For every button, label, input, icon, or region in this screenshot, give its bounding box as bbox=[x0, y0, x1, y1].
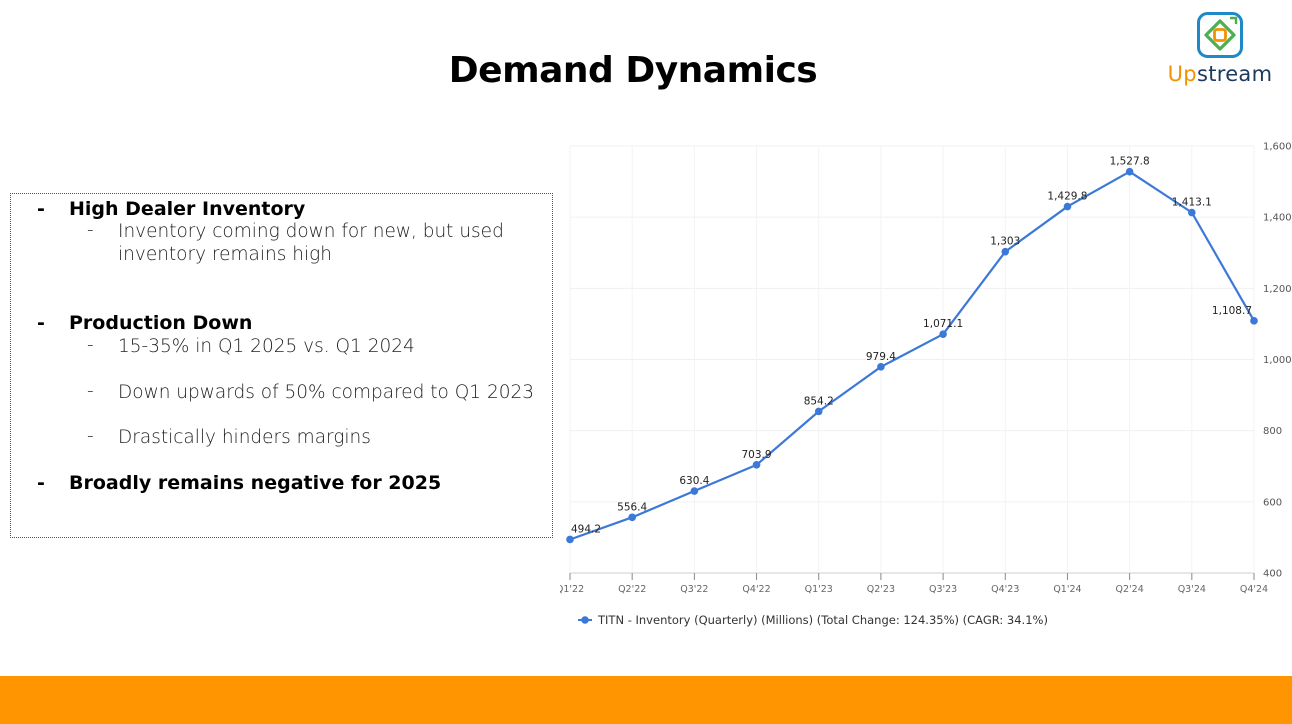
data-point bbox=[877, 363, 885, 371]
data-label: 703.9 bbox=[742, 449, 772, 461]
bullet-dash: - bbox=[87, 335, 94, 356]
bullet-dash: - bbox=[37, 312, 45, 334]
bullet-dash: - bbox=[37, 472, 45, 494]
data-point bbox=[690, 487, 699, 495]
data-label: 1,108.7 bbox=[1212, 305, 1252, 317]
upstream-logo-icon bbox=[1197, 12, 1243, 58]
data-label: 1,429.8 bbox=[1047, 191, 1087, 203]
y-tick-label: 1,200 bbox=[1263, 284, 1292, 295]
subbullet-text: Drastically hinders margins bbox=[118, 427, 371, 448]
bullet-dash: - bbox=[87, 426, 94, 447]
data-label: 854.2 bbox=[804, 395, 834, 407]
data-point bbox=[1063, 202, 1072, 211]
brand-wordmark: Upstream bbox=[1167, 62, 1273, 86]
subbullet-text: Down upwards of 50% compared to Q1 2023 bbox=[118, 382, 535, 403]
x-tick-label: Q3'22 bbox=[680, 584, 708, 595]
x-tick-label: Q1'24 bbox=[1053, 584, 1081, 595]
bullet-label: Broadly remains negative for 2025 bbox=[69, 472, 442, 494]
x-tick-label: Q2'22 bbox=[618, 584, 646, 595]
data-label: 630.4 bbox=[679, 475, 709, 487]
data-point bbox=[566, 535, 574, 544]
brand-logo: Upstream bbox=[1160, 10, 1280, 92]
data-label: 1,303 bbox=[990, 236, 1020, 248]
series-line bbox=[569, 170, 1255, 541]
x-tick-label: Q1'23 bbox=[805, 584, 833, 595]
y-tick-label: 800 bbox=[1263, 426, 1282, 437]
subbullet-text: Inventory coming down for new, but used … bbox=[118, 221, 504, 265]
y-tick-label: 1,600 bbox=[1263, 142, 1292, 153]
y-tick-label: 600 bbox=[1263, 497, 1282, 508]
data-point bbox=[1001, 247, 1010, 256]
data-point bbox=[939, 330, 947, 339]
bullet-dash: - bbox=[37, 198, 45, 220]
data-point bbox=[1188, 208, 1196, 217]
data-point bbox=[814, 407, 823, 416]
data-label: 1,071.1 bbox=[923, 318, 963, 330]
x-tick-label: Q2'23 bbox=[867, 584, 895, 595]
data-point bbox=[752, 461, 761, 469]
x-tick-label: Q3'24 bbox=[1178, 584, 1206, 595]
data-label: 979.4 bbox=[866, 351, 896, 363]
bullet-label: High Dealer Inventory bbox=[69, 198, 306, 220]
legend-swatch-dot bbox=[581, 616, 589, 624]
y-tick-label: 1,000 bbox=[1263, 355, 1292, 366]
x-tick-label: Q2'24 bbox=[1116, 584, 1144, 595]
bullet-dash: - bbox=[87, 220, 94, 241]
data-label: 494.2 bbox=[571, 523, 601, 535]
page-title: Demand Dynamics bbox=[448, 50, 818, 91]
y-tick-label: 400 bbox=[1263, 569, 1282, 580]
data-point bbox=[1250, 317, 1258, 325]
subbullet-text: 15-35% in Q1 2025 vs. Q1 2024 bbox=[118, 336, 415, 357]
x-tick-label: Q1'22 bbox=[560, 584, 584, 595]
data-point bbox=[1125, 167, 1134, 176]
x-tick-label: Q4'22 bbox=[742, 584, 770, 595]
data-point bbox=[628, 513, 636, 522]
x-tick-label: Q4'24 bbox=[1240, 584, 1268, 595]
data-label: 556.4 bbox=[617, 501, 647, 513]
legend-label: TITN - Inventory (Quarterly) (Millions) … bbox=[597, 613, 1048, 627]
data-label: 1,527.8 bbox=[1110, 156, 1150, 168]
bullet-label: Production Down bbox=[69, 312, 253, 334]
x-tick-label: Q3'23 bbox=[929, 584, 957, 595]
data-label: 1,413.1 bbox=[1172, 197, 1212, 209]
inventory-line-chart: 400 600 800 1,000 1,200 1,400 1,600 Q1'22 Q2'22 Q… bbox=[560, 142, 1292, 628]
footer-bar bbox=[0, 676, 1292, 724]
y-tick-label: 1,400 bbox=[1263, 213, 1292, 224]
bullet-list-box: - High Dealer Inventory - Inventory comi… bbox=[10, 193, 553, 538]
bullet-dash: - bbox=[87, 381, 94, 402]
x-tick-label: Q4'23 bbox=[991, 584, 1019, 595]
